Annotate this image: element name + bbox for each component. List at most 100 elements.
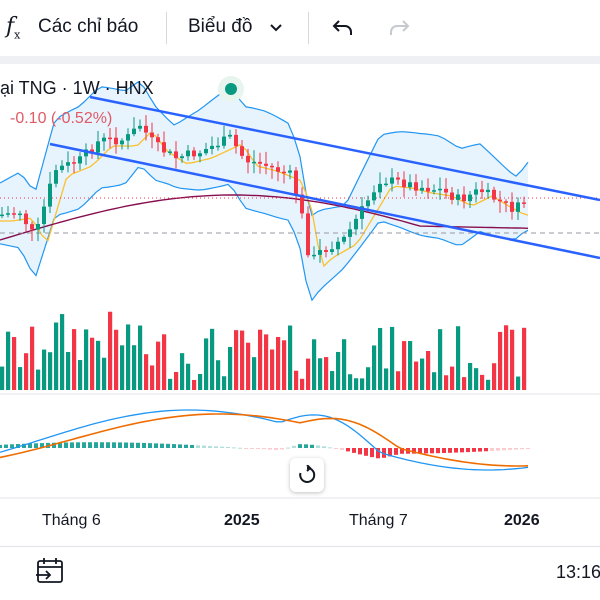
volume-bar bbox=[336, 351, 341, 390]
candle-body bbox=[198, 153, 202, 157]
symbol-legend[interactable]: ại TNG · 1W · HNX bbox=[0, 78, 154, 98]
volume-bar bbox=[390, 326, 395, 390]
histogram-bar bbox=[76, 442, 80, 448]
volume-bar bbox=[144, 354, 149, 390]
histogram-bar bbox=[106, 442, 110, 448]
candle-body bbox=[384, 183, 388, 186]
candle-body bbox=[456, 194, 460, 200]
histogram-bar bbox=[178, 444, 182, 448]
histogram-bar bbox=[358, 448, 362, 455]
volume-bar bbox=[294, 370, 299, 390]
bollinger-upper-line bbox=[0, 81, 529, 217]
histogram-bar bbox=[262, 448, 266, 450]
undo-icon[interactable] bbox=[330, 15, 356, 41]
volume-bar bbox=[216, 360, 221, 390]
histogram-bar bbox=[22, 443, 26, 448]
volume-bar bbox=[24, 353, 29, 390]
volume-bar bbox=[180, 353, 185, 390]
volume-bar bbox=[84, 329, 89, 390]
histogram-bar bbox=[148, 443, 152, 448]
candle-body bbox=[354, 218, 358, 230]
volume-bar bbox=[504, 325, 509, 390]
histogram-bar bbox=[442, 448, 446, 453]
candle-body bbox=[84, 149, 88, 157]
histogram-bar bbox=[28, 443, 32, 448]
histogram-bar bbox=[412, 448, 416, 454]
candle-body bbox=[132, 128, 136, 135]
calendar-goto-icon[interactable] bbox=[34, 556, 66, 586]
candle-body bbox=[228, 134, 232, 137]
indicators-button[interactable]: Các chỉ báo bbox=[38, 16, 139, 37]
histogram-bar bbox=[502, 448, 506, 451]
volume-bar bbox=[282, 340, 287, 390]
reset-icon bbox=[299, 465, 316, 483]
candle-body bbox=[342, 236, 346, 242]
histogram-bar bbox=[424, 448, 428, 454]
candle-body bbox=[90, 149, 94, 153]
volume-bar bbox=[66, 352, 71, 390]
volume-bar bbox=[210, 328, 215, 390]
candle-body bbox=[420, 187, 424, 191]
candle-body bbox=[414, 182, 418, 191]
volume-bar bbox=[402, 341, 407, 390]
candle-body bbox=[36, 224, 40, 230]
volume-bar bbox=[222, 376, 227, 390]
candle-body bbox=[426, 187, 430, 192]
candle-body bbox=[240, 146, 244, 156]
volume-bar bbox=[408, 341, 413, 390]
candle-body bbox=[114, 137, 118, 145]
volume-bar bbox=[0, 366, 5, 390]
volume-bar bbox=[186, 363, 191, 390]
histogram-bar bbox=[244, 448, 248, 449]
redo-icon[interactable] bbox=[386, 15, 412, 41]
volume-bar bbox=[492, 363, 497, 390]
volume-bar bbox=[378, 327, 383, 390]
histogram-bar bbox=[448, 448, 452, 453]
chart-type-button[interactable]: Biểu đồ bbox=[188, 16, 253, 37]
volume-bar bbox=[264, 334, 269, 390]
volume-bar bbox=[510, 329, 515, 390]
histogram-bar bbox=[256, 448, 260, 449]
histogram-bar bbox=[490, 448, 494, 451]
candle-body bbox=[264, 163, 268, 166]
histogram-bar bbox=[346, 448, 350, 452]
function-fx-icon[interactable]: fx bbox=[6, 14, 21, 42]
histogram-bar bbox=[292, 445, 296, 448]
candle-body bbox=[210, 145, 214, 149]
toolbar-divider bbox=[166, 12, 167, 44]
volume-bar bbox=[90, 337, 95, 390]
market-status-icon[interactable] bbox=[218, 76, 244, 102]
candle-body bbox=[96, 141, 100, 153]
histogram-bar bbox=[112, 442, 116, 448]
volume-bar bbox=[300, 378, 305, 390]
histogram-bar bbox=[334, 448, 338, 449]
x-axis-label: Tháng 7 bbox=[349, 512, 408, 529]
volume-bar bbox=[270, 349, 275, 390]
candle-body bbox=[474, 189, 478, 195]
volume-bar bbox=[480, 374, 485, 390]
price-chart[interactable] bbox=[0, 64, 600, 544]
histogram-bar bbox=[340, 448, 344, 450]
candle-body bbox=[180, 156, 184, 159]
candle-body bbox=[120, 140, 124, 145]
volume-bar bbox=[60, 314, 65, 390]
signal-line bbox=[0, 413, 529, 467]
volume-bar bbox=[228, 346, 233, 390]
clock-time: 13:16 bbox=[556, 562, 600, 582]
volume-bar bbox=[48, 352, 53, 390]
reset-chart-button[interactable] bbox=[290, 458, 324, 492]
histogram-bar bbox=[316, 445, 320, 448]
price-change: -0.10 (-0.52%) bbox=[10, 110, 113, 127]
chevron-down-icon[interactable] bbox=[266, 17, 286, 37]
candle-body bbox=[252, 161, 256, 164]
candle-body bbox=[42, 206, 46, 225]
volume-series bbox=[0, 311, 527, 390]
candle-body bbox=[222, 136, 226, 146]
histogram-bar bbox=[34, 443, 38, 448]
volume-bar bbox=[150, 365, 155, 390]
histogram-bar bbox=[4, 444, 8, 448]
candle-body bbox=[6, 213, 10, 215]
histogram-bar bbox=[352, 448, 356, 453]
volume-bar bbox=[78, 360, 83, 390]
volume-bar bbox=[174, 371, 179, 390]
